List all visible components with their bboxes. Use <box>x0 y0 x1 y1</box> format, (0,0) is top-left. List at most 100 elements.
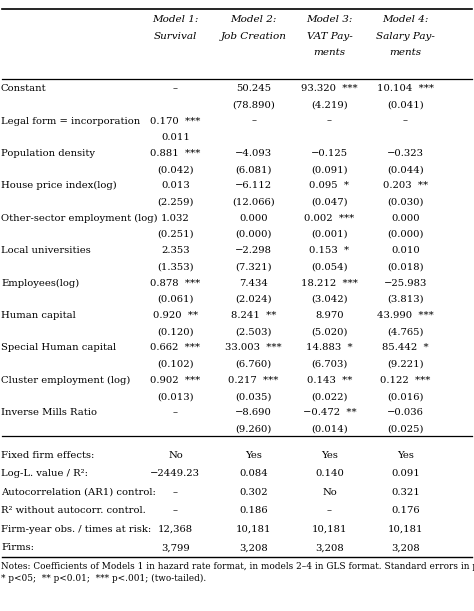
Text: 0.091: 0.091 <box>391 469 419 478</box>
Text: (4.219): (4.219) <box>311 100 348 109</box>
Text: Cluster employment (log): Cluster employment (log) <box>1 376 130 385</box>
Text: (9.221): (9.221) <box>387 360 424 368</box>
Text: (0.025): (0.025) <box>387 425 424 433</box>
Text: 0.002  ***: 0.002 *** <box>304 214 355 223</box>
Text: (2.503): (2.503) <box>235 327 272 336</box>
Text: 0.902  ***: 0.902 *** <box>150 376 201 385</box>
Text: –: – <box>173 488 178 497</box>
Text: (0.120): (0.120) <box>157 327 194 336</box>
Text: (1.353): (1.353) <box>157 263 194 271</box>
Text: –: – <box>327 117 332 126</box>
Text: (12.066): (12.066) <box>232 197 275 207</box>
Text: Model 1:: Model 1: <box>152 15 199 24</box>
Text: ments: ments <box>389 48 421 57</box>
Text: 0.186: 0.186 <box>239 507 268 516</box>
Text: Model 2:: Model 2: <box>230 15 277 24</box>
Text: (0.054): (0.054) <box>311 263 348 271</box>
Text: 0.881  ***: 0.881 *** <box>150 149 201 158</box>
Text: 10.104  ***: 10.104 *** <box>377 84 434 93</box>
Text: (5.020): (5.020) <box>311 327 348 336</box>
Text: 0.010: 0.010 <box>391 246 419 255</box>
Text: (4.765): (4.765) <box>387 327 424 336</box>
Text: Model 4:: Model 4: <box>382 15 428 24</box>
Text: (9.260): (9.260) <box>236 425 272 433</box>
Text: 0.662  ***: 0.662 *** <box>150 343 201 353</box>
Text: Firms:: Firms: <box>1 543 34 552</box>
Text: VAT Pay-: VAT Pay- <box>307 32 352 42</box>
Text: 0.143  **: 0.143 ** <box>307 376 352 385</box>
Text: 0.000: 0.000 <box>239 214 268 223</box>
Text: Yes: Yes <box>397 451 414 460</box>
Text: (0.035): (0.035) <box>235 392 272 401</box>
Text: (0.000): (0.000) <box>387 230 424 239</box>
Text: Population density: Population density <box>1 149 95 158</box>
Text: Job Creation: Job Creation <box>221 32 286 42</box>
Text: 3,208: 3,208 <box>315 543 344 552</box>
Text: (6.760): (6.760) <box>236 360 272 368</box>
Text: (3.813): (3.813) <box>387 295 424 304</box>
Text: (0.001): (0.001) <box>311 230 348 239</box>
Text: −2.298: −2.298 <box>235 246 272 255</box>
Text: –: – <box>173 408 178 417</box>
Text: –: – <box>251 117 256 126</box>
Text: House price index(log): House price index(log) <box>1 181 117 191</box>
Text: (0.018): (0.018) <box>387 263 424 271</box>
Text: 3,208: 3,208 <box>239 543 268 552</box>
Text: 14.883  *: 14.883 * <box>306 343 353 353</box>
Text: (0.102): (0.102) <box>157 360 194 368</box>
Text: Yes: Yes <box>321 451 338 460</box>
Text: 0.920  **: 0.920 ** <box>153 311 198 320</box>
Text: Local universities: Local universities <box>1 246 91 255</box>
Text: (0.022): (0.022) <box>311 392 348 401</box>
Text: (0.014): (0.014) <box>311 425 348 433</box>
Text: −0.472  **: −0.472 ** <box>302 408 356 417</box>
Text: Salary Pay-: Salary Pay- <box>376 32 435 42</box>
Text: (0.016): (0.016) <box>387 392 424 401</box>
Text: 0.176: 0.176 <box>391 507 419 516</box>
Text: 0.095  *: 0.095 * <box>310 181 349 191</box>
Text: Yes: Yes <box>245 451 262 460</box>
Text: 8.970: 8.970 <box>315 311 344 320</box>
Text: 0.122  ***: 0.122 *** <box>380 376 430 385</box>
Text: 33.003  ***: 33.003 *** <box>225 343 282 353</box>
Text: −8.690: −8.690 <box>235 408 272 417</box>
Text: (0.061): (0.061) <box>157 295 194 304</box>
Text: 0.140: 0.140 <box>315 469 344 478</box>
Text: −6.112: −6.112 <box>235 181 272 191</box>
Text: (6.081): (6.081) <box>235 165 272 174</box>
Text: −0.125: −0.125 <box>311 149 348 158</box>
Text: 85.442  *: 85.442 * <box>382 343 428 353</box>
Text: (2.259): (2.259) <box>157 197 194 207</box>
Text: −4.093: −4.093 <box>235 149 272 158</box>
Text: 93.320  ***: 93.320 *** <box>301 84 358 93</box>
Text: R² without autocorr. control.: R² without autocorr. control. <box>1 507 146 516</box>
Text: 8.241  **: 8.241 ** <box>231 311 276 320</box>
Text: ments: ments <box>313 48 346 57</box>
Text: Log-L. value / R²:: Log-L. value / R²: <box>1 469 88 478</box>
Text: −25.983: −25.983 <box>383 279 427 288</box>
Text: –: – <box>173 507 178 516</box>
Text: (3.042): (3.042) <box>311 295 348 304</box>
Text: 0.878  ***: 0.878 *** <box>150 279 201 288</box>
Text: (6.703): (6.703) <box>311 360 347 368</box>
Text: (0.041): (0.041) <box>387 100 424 109</box>
Text: (0.044): (0.044) <box>387 165 424 174</box>
Text: −0.036: −0.036 <box>387 408 424 417</box>
Text: (0.251): (0.251) <box>157 230 194 239</box>
Text: Firm-year obs. / times at risk:: Firm-year obs. / times at risk: <box>1 525 151 534</box>
Text: 10,181: 10,181 <box>388 525 423 534</box>
Text: 0.000: 0.000 <box>391 214 419 223</box>
Text: 1.032: 1.032 <box>161 214 190 223</box>
Text: 0.013: 0.013 <box>161 181 190 191</box>
Text: Autocorrelation (AR1) control:: Autocorrelation (AR1) control: <box>1 488 156 497</box>
Text: (2.024): (2.024) <box>235 295 272 304</box>
Text: Human capital: Human capital <box>1 311 76 320</box>
Text: Notes: Coefficients of Models 1 in hazard rate format, in models 2–4 in GLS form: Notes: Coefficients of Models 1 in hazar… <box>1 562 474 583</box>
Text: Employees(log): Employees(log) <box>1 279 79 288</box>
Text: 0.153  *: 0.153 * <box>310 246 349 255</box>
Text: 0.203  **: 0.203 ** <box>383 181 428 191</box>
Text: (0.091): (0.091) <box>311 165 348 174</box>
Text: 0.084: 0.084 <box>239 469 268 478</box>
Text: 50.245: 50.245 <box>236 84 271 93</box>
Text: No: No <box>322 488 337 497</box>
